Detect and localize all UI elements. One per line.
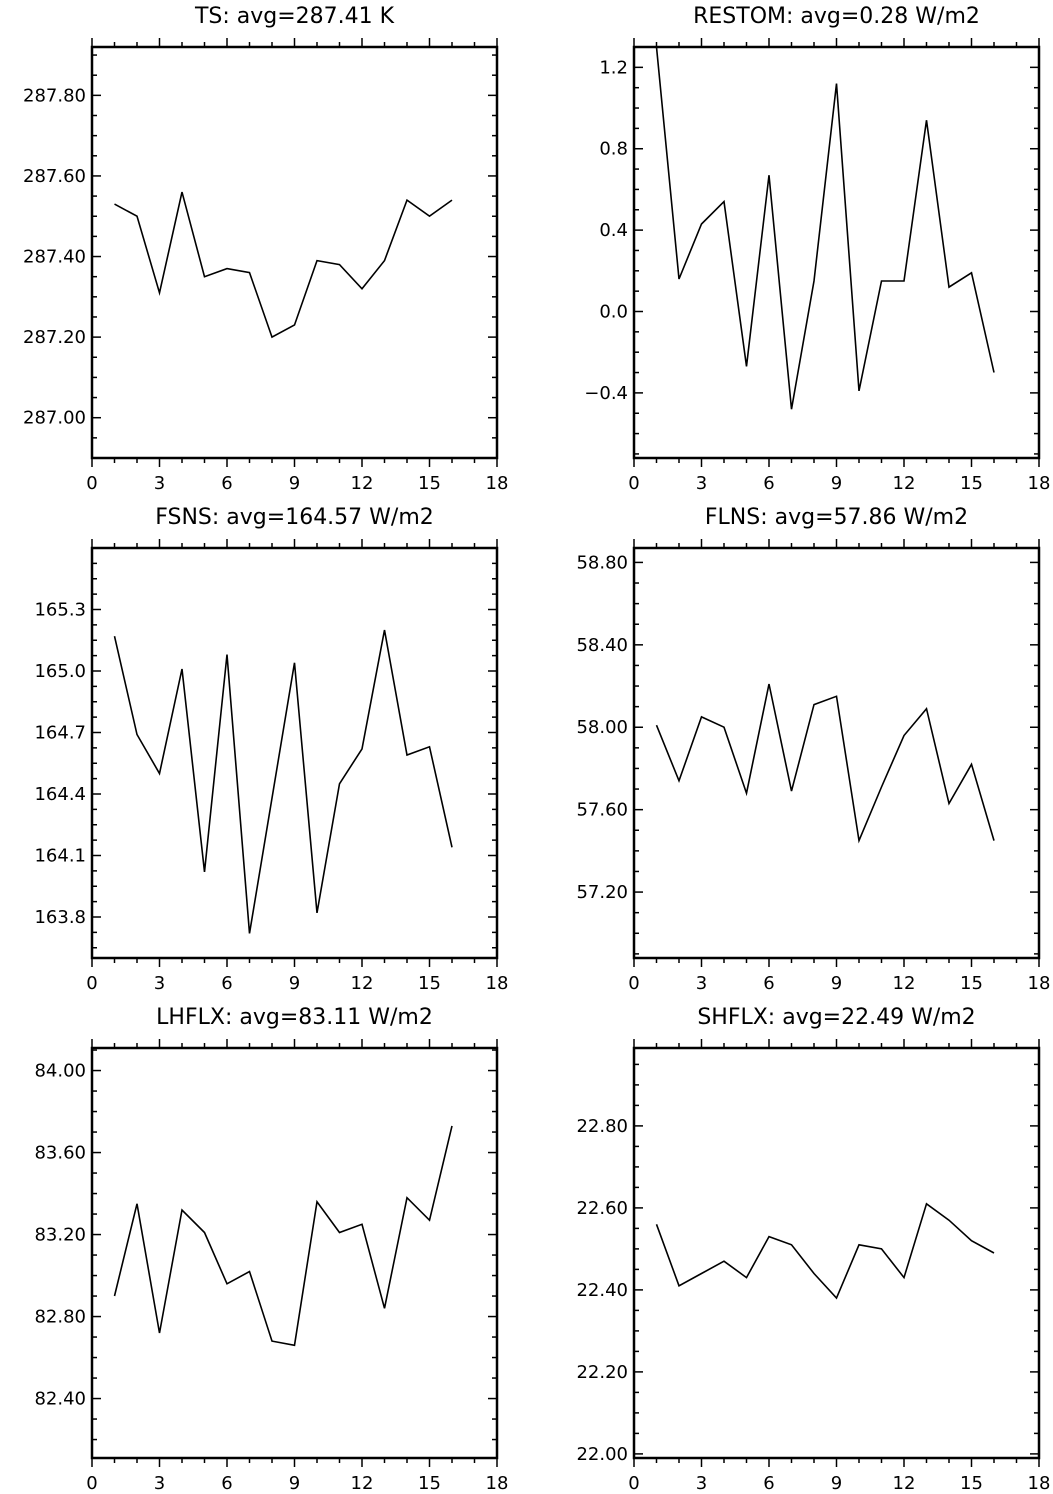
x-tick-label: 12 <box>351 473 374 494</box>
x-tick-label: 0 <box>628 1473 639 1494</box>
y-tick-label: 22.00 <box>576 1444 628 1465</box>
chart-title: LHFLX: avg=83.11 W/m2 <box>156 1005 433 1030</box>
y-tick-label: 164.1 <box>34 846 86 867</box>
x-tick-label: 18 <box>1028 973 1051 994</box>
x-tick-label: 12 <box>893 473 916 494</box>
x-tick-label: 0 <box>628 973 639 994</box>
chart-title: FLNS: avg=57.86 W/m2 <box>705 505 968 530</box>
y-tick-label: 164.7 <box>34 723 86 744</box>
plot-frame <box>632 45 1041 460</box>
series-line <box>655 46 995 410</box>
y-tick-label: 287.00 <box>23 408 86 429</box>
y-tick-label: 165.3 <box>34 600 86 621</box>
x-tick-label: 12 <box>351 973 374 994</box>
y-tick-label: 287.60 <box>23 166 86 187</box>
x-tick-label: 3 <box>154 473 165 494</box>
x-tick-label: 9 <box>831 473 842 494</box>
plot-frame <box>632 1046 1041 1460</box>
series-line <box>655 1202 995 1300</box>
x-tick-label: 3 <box>696 1473 707 1494</box>
x-tick-label: 6 <box>763 473 774 494</box>
x-tick-label: 15 <box>418 473 441 494</box>
y-tick-label: 57.20 <box>576 882 628 903</box>
plot-frame <box>90 1046 499 1460</box>
x-tick-label: 18 <box>1028 1473 1051 1494</box>
x-tick-label: 6 <box>221 1473 232 1494</box>
chart-panel-4: FLNS: avg=57.86 W/m2 0 3 6 9 12 15 18 57.20 57.60… <box>576 505 1050 994</box>
y-tick-label: 22.80 <box>576 1116 628 1137</box>
y-tick-label: 287.80 <box>23 85 86 106</box>
y-tick-label: 58.40 <box>576 635 628 656</box>
chart-title: TS: avg=287.41 K <box>194 4 395 29</box>
chart-panel-1: TS: avg=287.41 K 0 3 6 9 12 15 18 287.00 287.20 28… <box>23 4 508 494</box>
y-tick-label: 1.2 <box>599 57 628 78</box>
y-tick-label: 0.4 <box>599 220 628 241</box>
x-tick-label: 15 <box>960 473 983 494</box>
x-tick-label: 15 <box>418 1473 441 1494</box>
x-tick-label: 0 <box>86 1473 97 1494</box>
x-tick-label: 18 <box>486 473 509 494</box>
y-tick-label: 0.0 <box>599 302 628 323</box>
x-tick-label: 18 <box>486 1473 509 1494</box>
x-tick-label: 9 <box>289 473 300 494</box>
plot-frame <box>90 546 499 960</box>
x-tick-label: 9 <box>289 973 300 994</box>
x-tick-label: 3 <box>154 973 165 994</box>
x-tick-label: 9 <box>831 973 842 994</box>
x-tick-label: 12 <box>351 1473 374 1494</box>
y-tick-label: −0.4 <box>584 383 628 404</box>
x-tick-label: 0 <box>86 973 97 994</box>
y-tick-label: 57.60 <box>576 800 628 821</box>
x-tick-label: 3 <box>154 1473 165 1494</box>
y-tick-label: 58.00 <box>576 717 628 738</box>
series-line <box>113 629 453 934</box>
y-tick-label: 22.40 <box>576 1280 628 1301</box>
x-tick-label: 12 <box>893 1473 916 1494</box>
plot-frame <box>90 45 499 460</box>
x-tick-label: 18 <box>1028 473 1051 494</box>
x-tick-label: 6 <box>221 973 232 994</box>
x-tick-label: 6 <box>763 973 774 994</box>
y-tick-label: 84.00 <box>34 1061 86 1082</box>
x-tick-label: 9 <box>831 1473 842 1494</box>
x-tick-label: 0 <box>628 473 639 494</box>
x-tick-label: 0 <box>86 473 97 494</box>
y-tick-label: 82.40 <box>34 1389 86 1410</box>
x-tick-label: 6 <box>763 1473 774 1494</box>
series-line <box>114 191 453 339</box>
y-tick-label: 22.60 <box>576 1198 628 1219</box>
x-tick-label: 6 <box>221 473 232 494</box>
y-tick-label: 0.8 <box>599 139 628 160</box>
y-tick-label: 82.80 <box>34 1307 86 1328</box>
x-tick-label: 15 <box>418 973 441 994</box>
chart-title: RESTOM: avg=0.28 W/m2 <box>693 4 980 29</box>
x-tick-label: 15 <box>960 1473 983 1494</box>
x-tick-label: 18 <box>486 973 509 994</box>
y-tick-label: 164.4 <box>34 784 86 805</box>
y-tick-label: 163.8 <box>34 907 86 928</box>
chart-panel-2: RESTOM: avg=0.28 W/m2 0 3 6 9 12 15 18 −0.4 0.0 0.… <box>584 4 1050 494</box>
y-tick-label: 287.20 <box>23 327 86 348</box>
x-tick-label: 12 <box>893 973 916 994</box>
x-tick-label: 9 <box>289 1473 300 1494</box>
y-tick-label: 83.60 <box>34 1143 86 1164</box>
chart-panel-5: LHFLX: avg=83.11 W/m2 0 3 6 9 12 15 18 82.40 82.8… <box>34 1005 508 1494</box>
chart-title: FSNS: avg=164.57 W/m2 <box>155 505 434 530</box>
x-tick-label: 3 <box>696 973 707 994</box>
series-line <box>655 683 995 844</box>
x-tick-label: 3 <box>696 473 707 494</box>
y-tick-label: 58.80 <box>576 552 628 573</box>
y-tick-label: 165.0 <box>34 661 86 682</box>
chart-title: SHFLX: avg=22.49 W/m2 <box>697 1005 975 1030</box>
chart-panel-3: FSNS: avg=164.57 W/m2 0 3 6 9 12 15 18 163.8 164.… <box>34 505 508 994</box>
y-tick-label: 287.40 <box>23 247 86 268</box>
y-tick-label: 22.20 <box>576 1362 628 1383</box>
x-tick-label: 15 <box>960 973 983 994</box>
series-line <box>113 1125 453 1347</box>
chart-panel-6: SHFLX: avg=22.49 W/m2 0 3 6 9 12 15 18 22.00 22.2… <box>576 1005 1050 1494</box>
y-tick-label: 83.20 <box>34 1225 86 1246</box>
plot-frame <box>632 546 1041 960</box>
